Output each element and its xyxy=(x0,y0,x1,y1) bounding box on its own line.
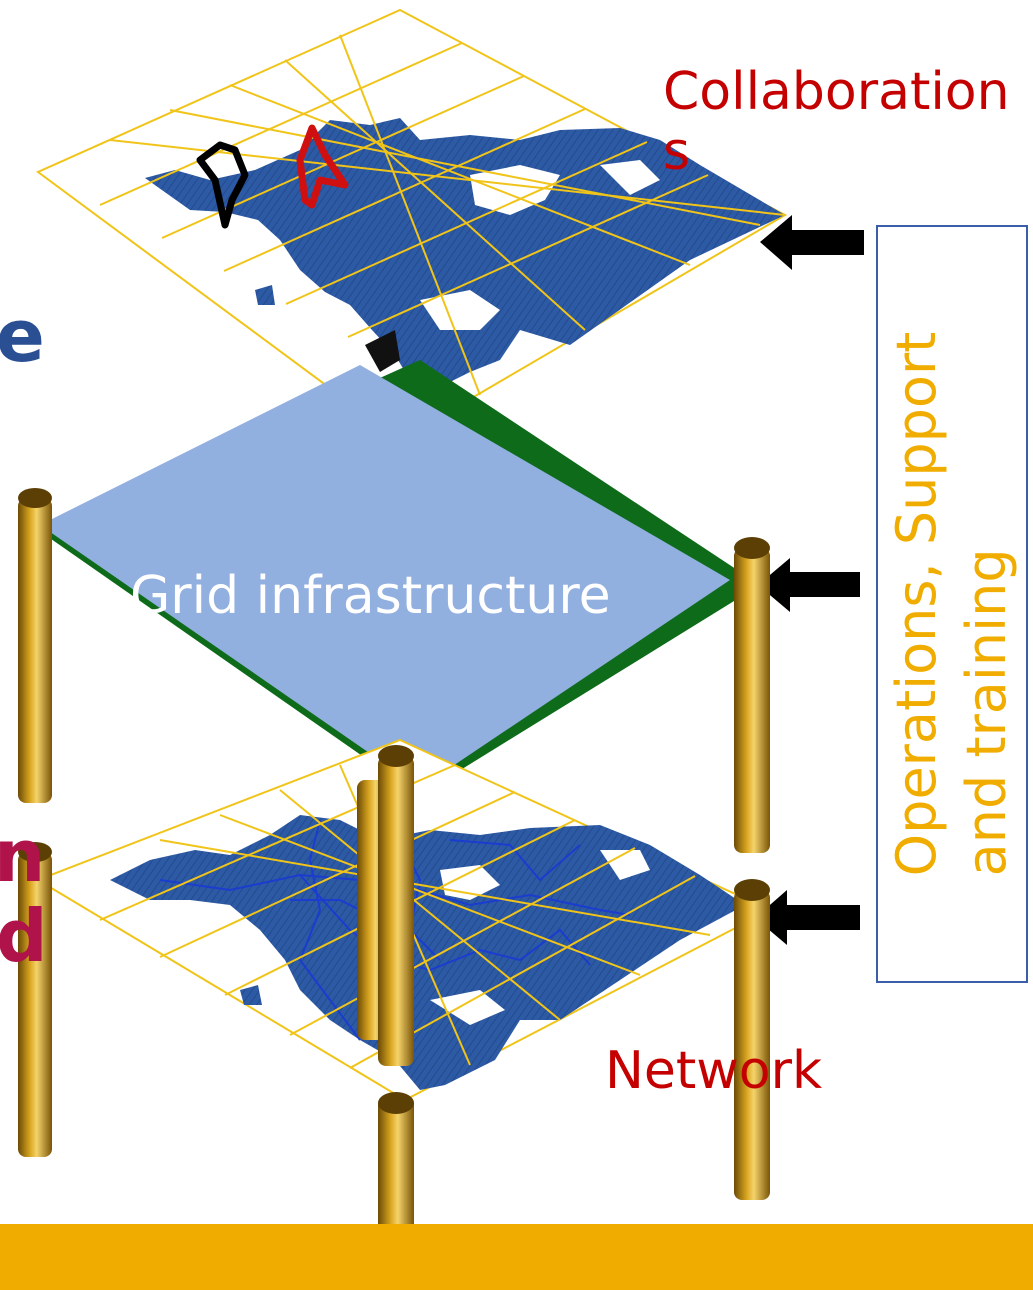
arrow-left-icon xyxy=(760,215,864,270)
network-label: Network xyxy=(605,1041,823,1101)
grid-infrastructure-label: Grid infrastructure xyxy=(130,566,611,626)
pillar-icon xyxy=(18,488,52,803)
clipped-edge-text-b: d xyxy=(0,894,48,978)
network-lines xyxy=(159,819,631,1041)
side-text-line1: Operations, Support xyxy=(885,331,948,877)
squiggle-red-icon xyxy=(296,124,349,209)
collaborations-label: Collaborations xyxy=(663,62,1010,182)
arrow-left-icon xyxy=(755,890,860,945)
side-text-line2: and training xyxy=(955,548,1018,877)
operations-support-box: Operations, Support and training xyxy=(876,225,1028,983)
pillar-icon xyxy=(18,842,52,1157)
collaborations-layer xyxy=(36,8,864,442)
clipped-edge-text-a: n xyxy=(0,814,46,898)
pillar-icon xyxy=(378,745,414,1066)
clipped-edge-text-top: e xyxy=(0,294,45,378)
pillar-icon xyxy=(734,537,770,853)
arrow-left-icon xyxy=(758,558,860,612)
pillar-icon xyxy=(734,879,770,1200)
grid-infrastructure-layer xyxy=(39,360,860,796)
operations-support-text: Operations, Support and training xyxy=(882,332,1022,877)
footer-bar xyxy=(0,1224,1033,1290)
squiggle-black-icon xyxy=(196,141,249,229)
